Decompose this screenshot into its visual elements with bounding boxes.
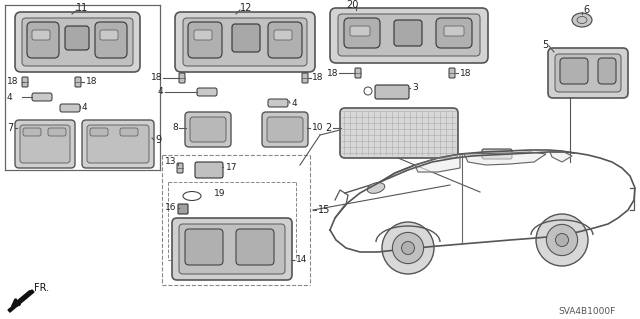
Text: 4: 4	[292, 99, 298, 108]
FancyBboxPatch shape	[15, 12, 140, 72]
FancyBboxPatch shape	[555, 54, 621, 92]
Text: 19: 19	[214, 189, 225, 197]
FancyBboxPatch shape	[436, 18, 472, 48]
Text: 2: 2	[326, 123, 332, 133]
FancyBboxPatch shape	[375, 85, 409, 99]
FancyBboxPatch shape	[179, 73, 185, 83]
Circle shape	[401, 241, 415, 255]
Ellipse shape	[572, 13, 592, 27]
FancyBboxPatch shape	[355, 68, 361, 78]
FancyBboxPatch shape	[598, 58, 616, 84]
FancyBboxPatch shape	[95, 22, 127, 58]
Text: 7: 7	[7, 123, 13, 133]
Text: 14: 14	[296, 256, 307, 264]
Text: 18: 18	[312, 73, 323, 83]
FancyBboxPatch shape	[175, 12, 315, 72]
FancyBboxPatch shape	[482, 149, 512, 159]
FancyBboxPatch shape	[32, 30, 50, 40]
FancyBboxPatch shape	[268, 99, 288, 107]
FancyBboxPatch shape	[15, 120, 75, 168]
FancyBboxPatch shape	[236, 229, 274, 265]
FancyBboxPatch shape	[274, 30, 292, 40]
Text: 5: 5	[541, 40, 548, 50]
FancyBboxPatch shape	[179, 224, 285, 274]
FancyBboxPatch shape	[82, 120, 154, 168]
Text: 8: 8	[172, 123, 178, 132]
FancyBboxPatch shape	[394, 20, 422, 46]
FancyBboxPatch shape	[20, 125, 70, 163]
FancyBboxPatch shape	[75, 77, 81, 87]
FancyBboxPatch shape	[197, 88, 217, 96]
FancyBboxPatch shape	[48, 128, 66, 136]
FancyBboxPatch shape	[23, 128, 41, 136]
Text: 13: 13	[165, 158, 177, 167]
FancyBboxPatch shape	[27, 22, 59, 58]
Text: 4: 4	[82, 103, 88, 113]
FancyBboxPatch shape	[185, 112, 231, 147]
FancyBboxPatch shape	[302, 73, 308, 83]
Text: 11: 11	[76, 3, 88, 13]
FancyBboxPatch shape	[548, 48, 628, 98]
FancyBboxPatch shape	[22, 18, 133, 66]
FancyBboxPatch shape	[188, 22, 222, 58]
Circle shape	[392, 233, 424, 263]
FancyBboxPatch shape	[338, 14, 480, 56]
FancyBboxPatch shape	[22, 77, 28, 87]
Text: 20: 20	[346, 0, 358, 10]
Text: 18: 18	[86, 78, 97, 86]
Text: 18: 18	[460, 69, 472, 78]
FancyBboxPatch shape	[32, 93, 52, 101]
FancyBboxPatch shape	[172, 218, 292, 280]
FancyBboxPatch shape	[100, 30, 118, 40]
FancyBboxPatch shape	[87, 125, 149, 163]
FancyBboxPatch shape	[60, 104, 80, 112]
FancyBboxPatch shape	[262, 112, 308, 147]
Polygon shape	[464, 152, 546, 165]
Text: FR.: FR.	[34, 283, 49, 293]
Polygon shape	[550, 152, 572, 162]
FancyBboxPatch shape	[330, 8, 488, 63]
FancyBboxPatch shape	[344, 18, 380, 48]
Text: 15: 15	[318, 205, 330, 215]
FancyBboxPatch shape	[185, 229, 223, 265]
Text: 9: 9	[155, 135, 161, 145]
Circle shape	[536, 214, 588, 266]
Text: 18: 18	[7, 78, 19, 86]
Circle shape	[382, 222, 434, 274]
Text: 4: 4	[7, 93, 13, 101]
FancyBboxPatch shape	[120, 128, 138, 136]
FancyBboxPatch shape	[232, 24, 260, 52]
Text: 18: 18	[150, 73, 162, 83]
Circle shape	[547, 224, 578, 256]
Ellipse shape	[367, 183, 385, 193]
Text: 16: 16	[165, 204, 177, 212]
FancyBboxPatch shape	[178, 204, 188, 214]
FancyBboxPatch shape	[90, 128, 108, 136]
FancyBboxPatch shape	[183, 18, 307, 66]
FancyBboxPatch shape	[449, 68, 455, 78]
Circle shape	[556, 234, 568, 247]
Text: SVA4B1000F: SVA4B1000F	[558, 308, 615, 316]
Polygon shape	[415, 154, 460, 172]
FancyBboxPatch shape	[560, 58, 588, 84]
Text: 4: 4	[157, 87, 163, 97]
FancyBboxPatch shape	[190, 117, 226, 142]
FancyBboxPatch shape	[194, 30, 212, 40]
Text: 17: 17	[226, 162, 237, 172]
FancyBboxPatch shape	[268, 22, 302, 58]
FancyBboxPatch shape	[65, 26, 89, 50]
FancyBboxPatch shape	[340, 108, 458, 158]
FancyBboxPatch shape	[177, 163, 183, 173]
Text: 6: 6	[583, 5, 589, 15]
Text: 12: 12	[240, 3, 252, 13]
FancyBboxPatch shape	[267, 117, 303, 142]
FancyBboxPatch shape	[195, 162, 223, 178]
Text: 10: 10	[312, 123, 323, 132]
FancyBboxPatch shape	[350, 26, 370, 36]
Polygon shape	[8, 290, 34, 312]
Text: 18: 18	[326, 69, 338, 78]
Text: 3: 3	[412, 84, 418, 93]
FancyBboxPatch shape	[444, 26, 464, 36]
